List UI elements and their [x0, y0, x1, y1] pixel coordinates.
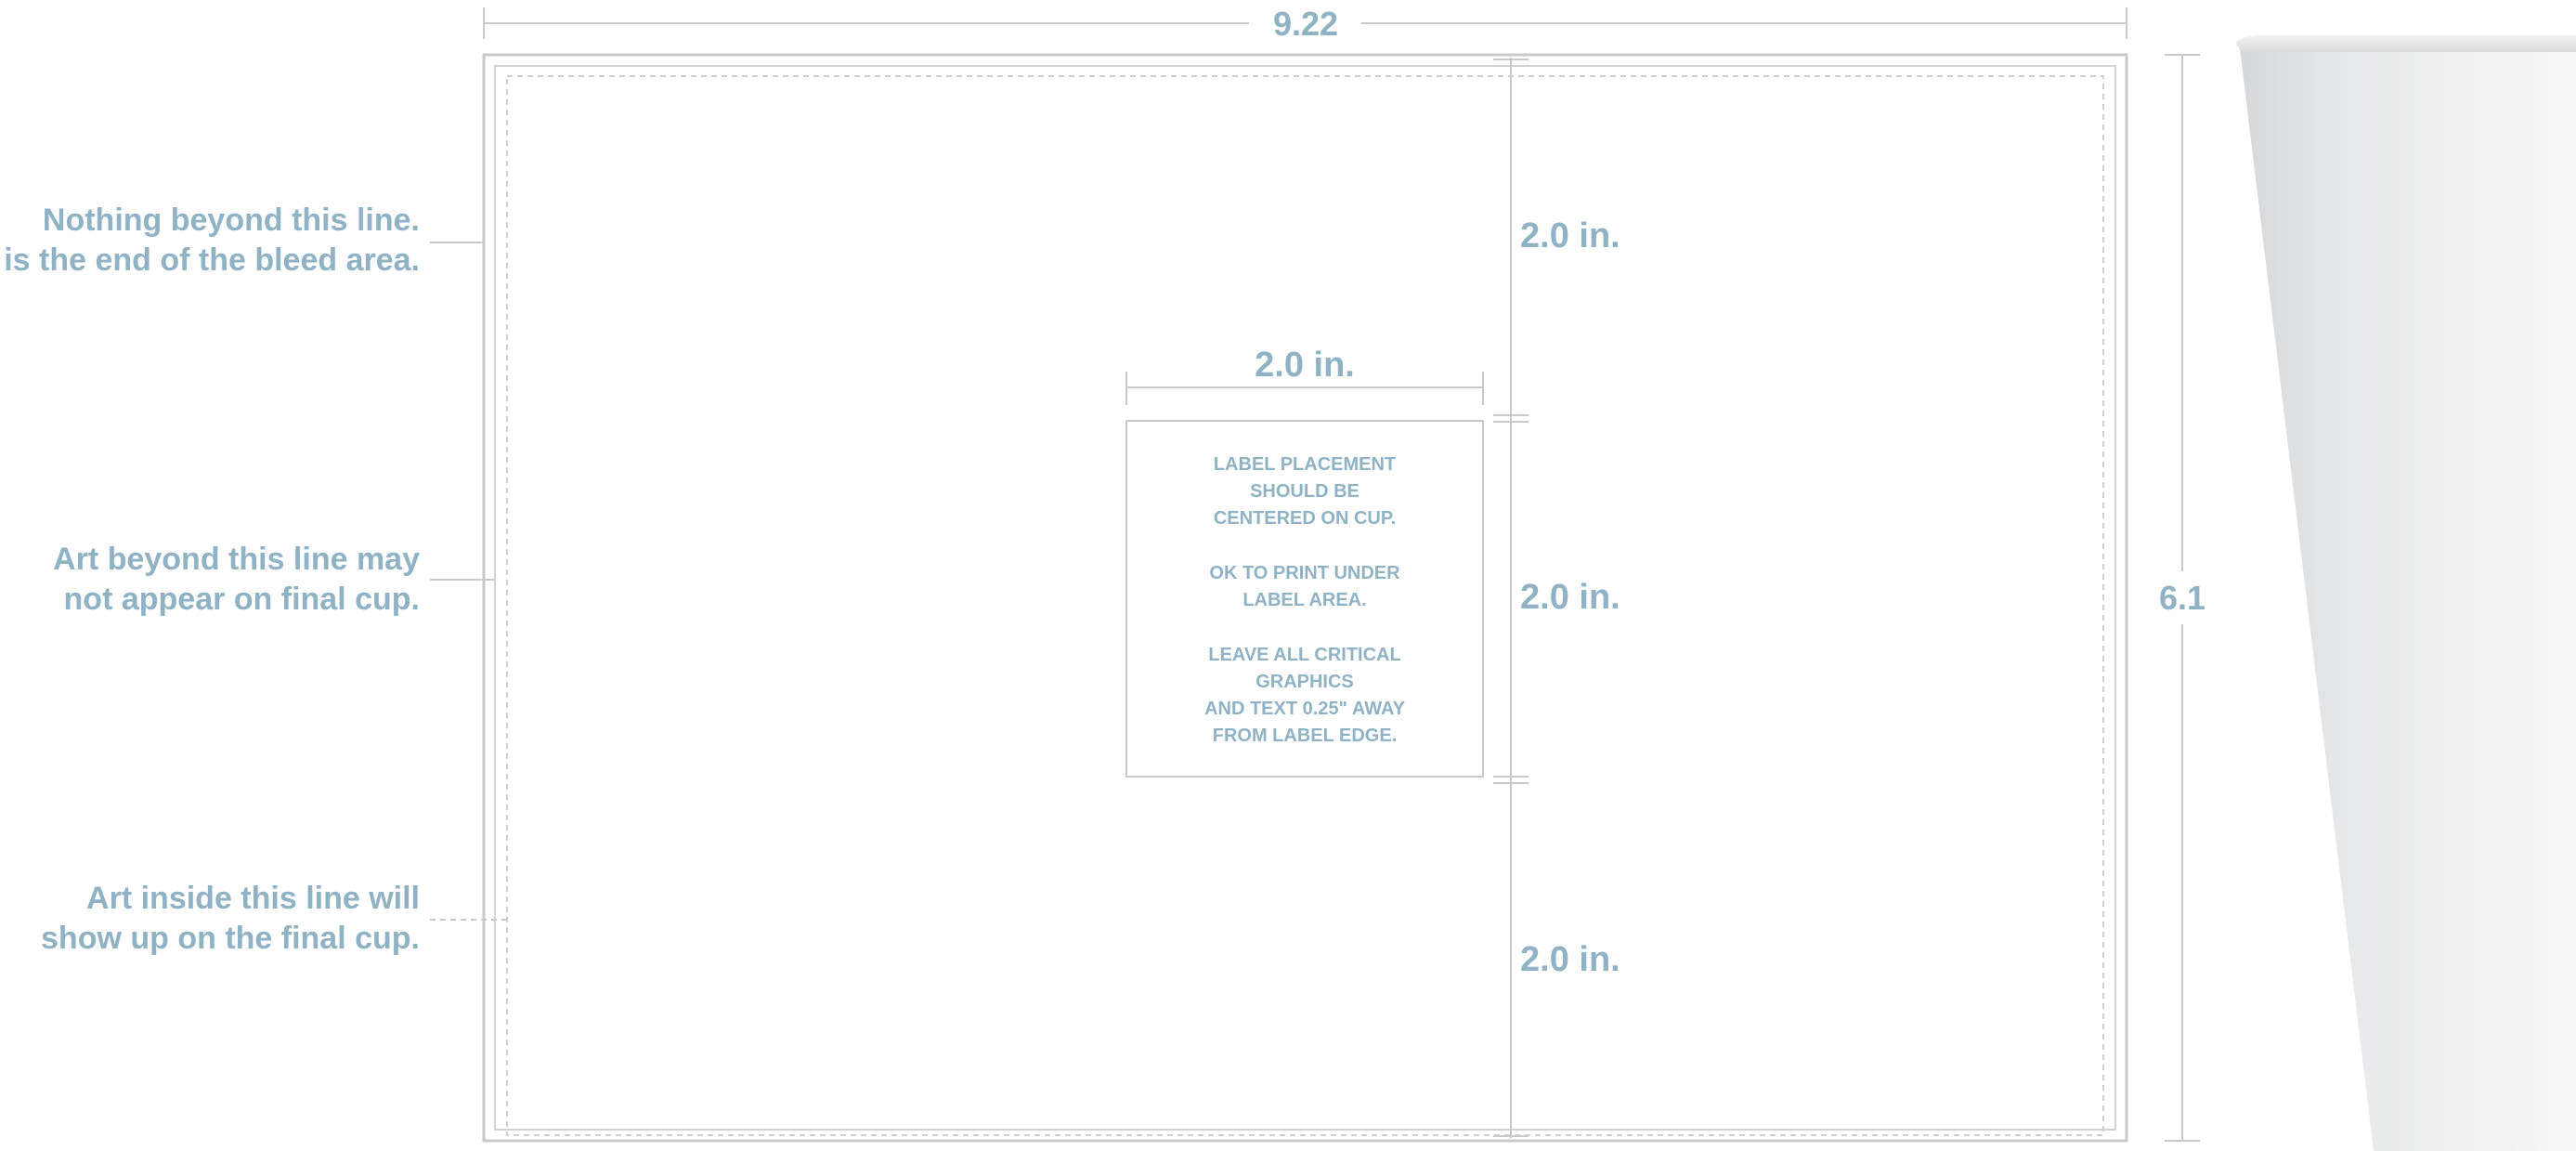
label-note-line: LABEL PLACEMENT: [1214, 454, 1396, 475]
height-label: 6.1: [2159, 579, 2205, 617]
label-note-line: OK TO PRINT UNDER: [1209, 563, 1400, 583]
trim-annotation: Art beyond this line may not appear on f…: [53, 542, 495, 617]
segment-top-label: 2.0 in.: [1520, 216, 1620, 255]
label-note-line: CENTERED ON CUP.: [1214, 508, 1396, 529]
bleed-annotation-line2: This is the end of the bleed area.: [0, 242, 420, 278]
vertical-segment-dimension: 2.0 in. 2.0 in. 2.0 in.: [1493, 58, 1620, 1138]
label-note-line: LEAVE ALL CRITICAL: [1208, 645, 1400, 665]
cup-rim: [2236, 35, 2576, 52]
label-note-line: LABEL AREA.: [1242, 590, 1366, 610]
safe-annotation-line1: Art inside this line will: [86, 881, 420, 916]
trim-annotation-line2: not appear on final cup.: [64, 582, 420, 617]
label-width-dimension: 2.0 in.: [1126, 346, 1483, 405]
label-note-line: GRAPHICS: [1255, 672, 1354, 692]
label-note-line: SHOULD BE: [1250, 481, 1360, 502]
safe-annotation-line2: show up on the final cup.: [41, 921, 420, 956]
safe-annotation: Art inside this line will show up on the…: [41, 881, 507, 956]
label-note-line: FROM LABEL EDGE.: [1213, 726, 1398, 746]
cup-illustration: [2236, 35, 2576, 1151]
bleed-annotation-line1: Nothing beyond this line.: [43, 203, 420, 238]
label-width-label: 2.0 in.: [1255, 346, 1355, 385]
segment-middle-label: 2.0 in.: [1520, 578, 1620, 617]
width-label: 9.22: [1273, 5, 1338, 43]
cup-body: [2240, 48, 2576, 1151]
width-dimension: 9.22: [484, 5, 2127, 43]
bleed-annotation: Nothing beyond this line. This is the en…: [0, 203, 484, 278]
trim-annotation-line1: Art beyond this line may: [53, 542, 420, 577]
label-placement-box: LABEL PLACEMENT SHOULD BE CENTERED ON CU…: [1126, 421, 1483, 777]
height-dimension: 6.1: [2159, 55, 2205, 1141]
label-note-line: AND TEXT 0.25" AWAY: [1204, 699, 1406, 719]
segment-bottom-label: 2.0 in.: [1520, 940, 1620, 979]
